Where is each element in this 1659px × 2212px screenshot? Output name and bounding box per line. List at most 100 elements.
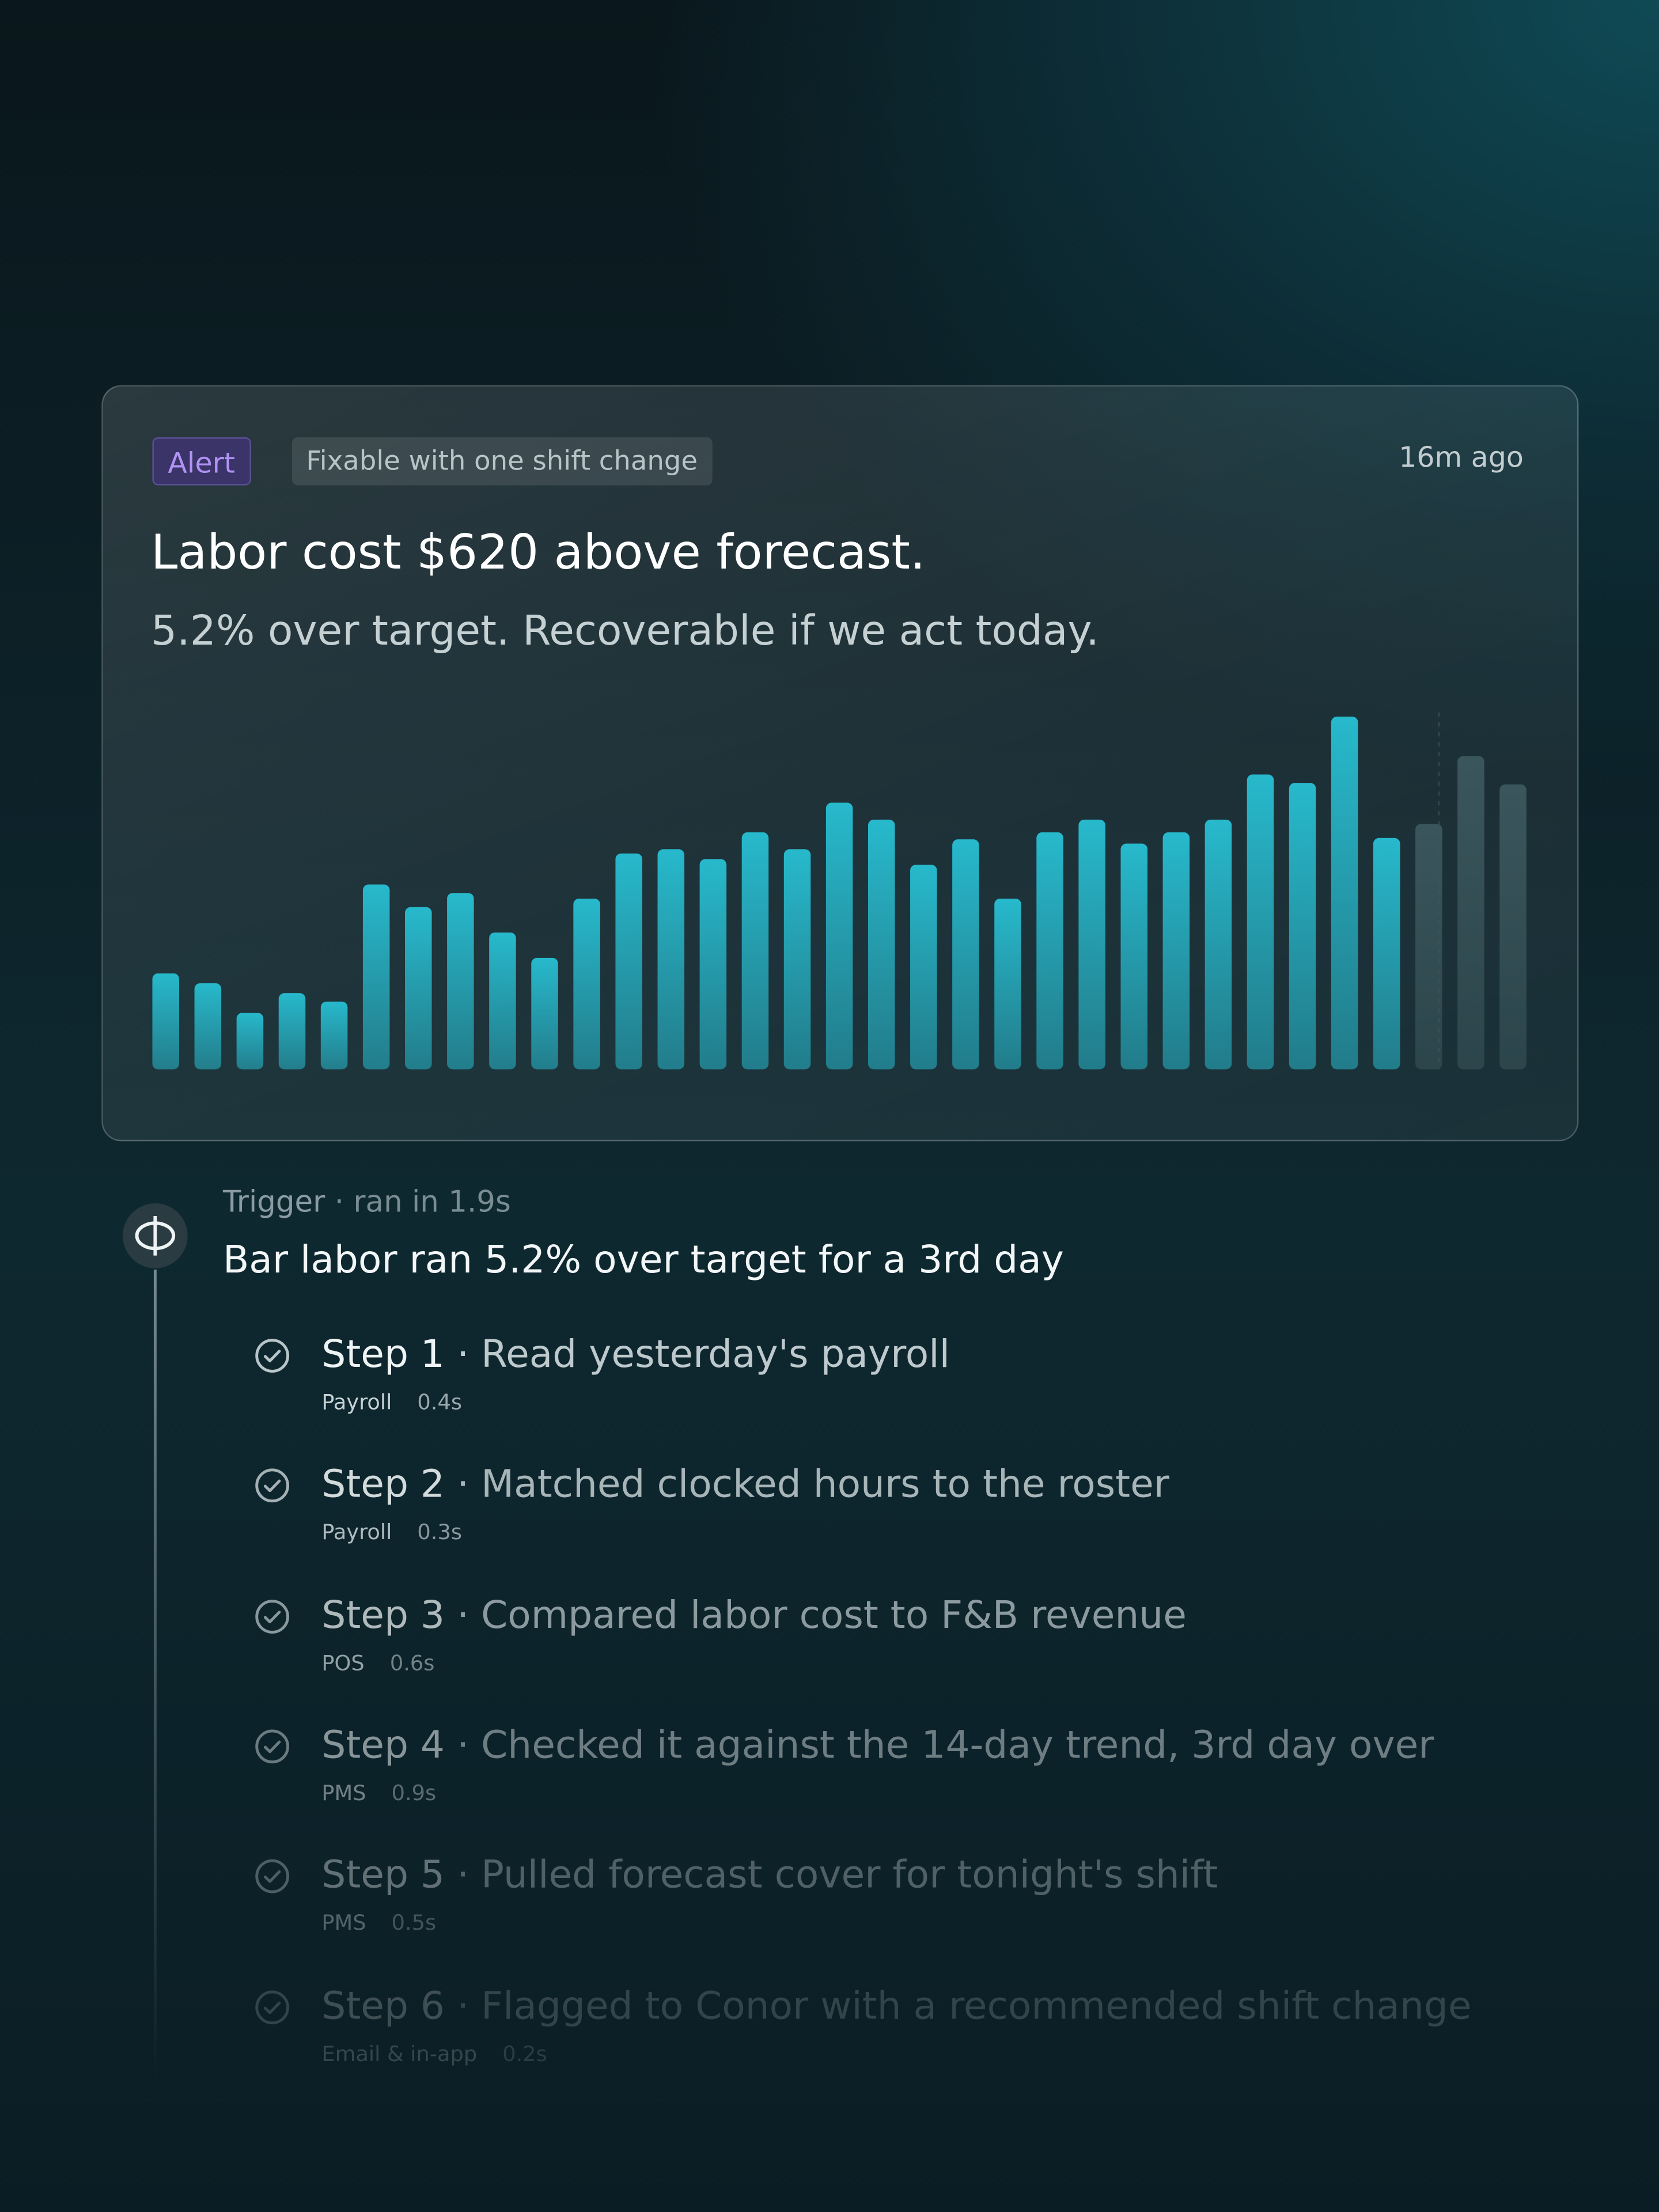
step-time: 0.3s	[417, 1520, 462, 1546]
check-icon	[255, 1469, 290, 1503]
bar	[1331, 717, 1358, 1070]
bar	[320, 1001, 348, 1070]
step-label: Step 4	[321, 1724, 445, 1768]
check-icon	[255, 1599, 290, 1633]
step-text: · Pulled forecast cover for tonight's sh…	[457, 1854, 1218, 1898]
step-title: Step 5 · Pulled forecast cover for tonig…	[321, 1854, 1218, 1897]
trigger-label: Trigger · ran in 1.9s	[223, 1185, 511, 1219]
step-meta: POS 0.6s	[321, 1650, 434, 1675]
step: Step 3 · Compared labor cost to F&B reve…	[248, 1593, 1589, 1706]
step-text: · Flagged to Conor with a recommended sh…	[457, 1984, 1472, 2028]
check-icon	[263, 1870, 281, 1884]
check-icon	[255, 1990, 290, 2024]
trigger-label: Trigger	[222, 1185, 325, 1219]
bar	[489, 932, 516, 1070]
check-icon	[255, 1599, 290, 1633]
step-title: Step 6 · Flagged to Conor with a recomme…	[321, 1984, 1471, 2028]
check-icon	[255, 1339, 290, 1373]
bar	[1162, 832, 1190, 1070]
bar	[868, 819, 895, 1070]
check-icon	[263, 1740, 281, 1753]
bar	[657, 849, 685, 1070]
bar-chart	[152, 712, 1527, 1070]
check-icon	[255, 1339, 290, 1373]
step-source: Payroll	[321, 1520, 392, 1546]
alert-title: Labor cost $620 above forecast.	[151, 525, 926, 581]
step-meta: PMS 0.9s	[321, 1780, 436, 1805]
check-icon	[255, 1859, 290, 1893]
bar	[1499, 784, 1527, 1070]
step-label: Step 2	[321, 1463, 445, 1508]
bar	[1205, 819, 1232, 1070]
step-meta: Payroll 0.4s	[321, 1389, 462, 1415]
tag: Fixable with one shift change	[291, 437, 712, 486]
bar	[573, 899, 600, 1070]
alert-subtitle: 5.2% over target. Recoverable if we act …	[151, 607, 1100, 655]
bar	[1373, 838, 1400, 1070]
step-source: PMS	[321, 1910, 366, 1936]
bar	[236, 1013, 264, 1070]
bar	[952, 839, 979, 1070]
bar	[1078, 819, 1105, 1070]
step-label: Step 3	[321, 1593, 445, 1638]
bar	[994, 899, 1021, 1070]
check-icon	[263, 1480, 281, 1493]
step: Step 6 · Flagged to Conor with a recomme…	[248, 1984, 1589, 2097]
bar	[531, 957, 558, 1070]
bar	[1457, 756, 1484, 1070]
step-time: 0.5s	[391, 1910, 437, 1936]
step-text: · Compared labor cost to F&B revenue	[457, 1593, 1187, 1638]
bar	[405, 907, 432, 1070]
bar	[615, 853, 642, 1070]
check-icon	[255, 1859, 290, 1893]
bar	[741, 832, 769, 1070]
step-meta: Payroll 0.3s	[321, 1520, 462, 1545]
step-label: Step 1	[321, 1333, 445, 1377]
step-text: · Checked it against the 14-day trend, 3…	[457, 1724, 1434, 1768]
check-icon	[255, 1469, 290, 1503]
step: Step 2 · Matched clocked hours to the ro…	[248, 1463, 1589, 1576]
step-time: 0.9s	[391, 1780, 437, 1806]
bar	[194, 983, 222, 1070]
bar	[699, 859, 727, 1070]
check-icon	[255, 1729, 290, 1763]
step-source: PMS	[321, 1780, 366, 1806]
bar	[152, 973, 180, 1070]
check-icon	[263, 1350, 281, 1362]
bar	[825, 802, 853, 1070]
bar	[447, 893, 474, 1070]
step-time: 0.2s	[502, 2040, 547, 2066]
step-label: Step 5	[321, 1854, 445, 1898]
step-label: Step 6	[321, 1984, 445, 2028]
bar	[1247, 774, 1274, 1070]
alert-badge: Alert	[152, 437, 251, 486]
trigger-meta: · ran in 1.9s	[334, 1185, 511, 1219]
check-icon	[263, 1610, 281, 1623]
step-meta: PMS 0.5s	[321, 1910, 436, 1936]
check-icon	[263, 2001, 281, 2014]
step-source: POS	[321, 1650, 365, 1676]
bar	[910, 865, 937, 1070]
check-icon	[255, 1990, 290, 2024]
step-title: Step 4 · Checked it against the 14-day t…	[321, 1724, 1434, 1767]
step-time: 0.6s	[389, 1650, 435, 1676]
step-text: · Matched clocked hours to the roster	[457, 1463, 1170, 1508]
bar	[1289, 783, 1316, 1070]
check-icon	[255, 1729, 290, 1763]
trigger-heading: Bar labor ran 5.2% over target for a 3rd…	[222, 1238, 1064, 1283]
bar	[362, 884, 390, 1070]
step: Step 5 · Pulled forecast cover for tonig…	[248, 1854, 1589, 1967]
step-title: Step 1 · Read yesterday's payroll	[321, 1333, 950, 1377]
bar	[1415, 824, 1442, 1070]
timeline-line	[153, 1270, 157, 2081]
step-title: Step 3 · Compared labor cost to F&B reve…	[321, 1593, 1187, 1637]
step: Step 1 · Read yesterday's payroll Payroll…	[248, 1333, 1589, 1446]
bar	[1120, 843, 1148, 1070]
step: Step 4 · Checked it against the 14-day t…	[248, 1724, 1589, 1836]
bar	[1036, 832, 1063, 1070]
step-source: Email & in-app	[321, 2040, 478, 2066]
step-title: Step 2 · Matched clocked hours to the ro…	[321, 1463, 1169, 1507]
step-source: Payroll	[321, 1389, 392, 1415]
step-text: · Read yesterday's payroll	[457, 1333, 950, 1377]
